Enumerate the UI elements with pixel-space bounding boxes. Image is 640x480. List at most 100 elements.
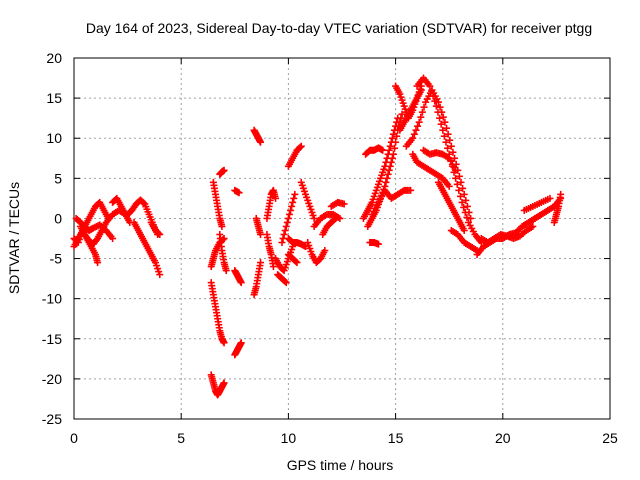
data-point xyxy=(281,226,289,234)
data-point xyxy=(444,144,452,152)
data-point xyxy=(383,174,391,182)
data-point xyxy=(310,214,318,222)
data-point xyxy=(222,267,230,275)
data-point xyxy=(437,120,445,128)
data-point xyxy=(220,379,228,387)
data-point xyxy=(452,166,460,174)
data-point xyxy=(462,196,470,204)
data-point xyxy=(529,222,537,230)
data-point xyxy=(332,214,340,222)
data-point xyxy=(283,218,291,226)
data-point xyxy=(445,182,453,190)
data-point xyxy=(291,190,299,198)
y-tick-label: 10 xyxy=(46,130,62,146)
data-point xyxy=(302,243,310,251)
data-point xyxy=(297,142,305,150)
data-point xyxy=(257,138,265,146)
y-tick-label: -15 xyxy=(42,331,62,347)
data-point xyxy=(257,230,265,238)
data-point xyxy=(442,138,450,146)
data-point xyxy=(439,126,447,134)
data-point xyxy=(237,339,245,347)
data-point xyxy=(296,143,304,151)
data-point xyxy=(432,102,440,110)
axis-ticks: 0 5 10 15 20 25 -25 -20 -15 -10 -5 0 5 10 15 20 xyxy=(42,50,618,446)
y-tick-label: 15 xyxy=(46,90,62,106)
data-point xyxy=(434,108,442,116)
data-point xyxy=(94,259,102,267)
y-tick-label: 20 xyxy=(46,50,62,66)
data-point xyxy=(321,247,329,255)
data-point xyxy=(461,208,469,216)
x-tick-label: 20 xyxy=(495,430,511,446)
data-point xyxy=(447,142,455,150)
data-point xyxy=(409,134,417,142)
data-point xyxy=(417,86,425,94)
plot-frame xyxy=(73,57,611,420)
data-point xyxy=(285,210,293,218)
data-point xyxy=(463,202,471,210)
data-point xyxy=(156,271,164,279)
data-point xyxy=(290,194,298,202)
data-point xyxy=(452,174,460,182)
data-point xyxy=(429,92,437,100)
data-point xyxy=(446,136,454,144)
data-point xyxy=(453,180,461,188)
data-point xyxy=(393,132,401,140)
data-point xyxy=(287,206,295,214)
data-point xyxy=(237,279,245,287)
data-point xyxy=(289,198,297,206)
data-point xyxy=(385,146,393,154)
data-point xyxy=(391,144,399,152)
data-point xyxy=(428,87,436,95)
data-point xyxy=(414,122,422,130)
y-tick-label: 0 xyxy=(54,210,62,226)
data-point xyxy=(546,194,554,202)
x-tick-label: 0 xyxy=(70,430,78,446)
data-point xyxy=(436,103,444,111)
x-tick-label: 25 xyxy=(602,430,618,446)
data-point xyxy=(379,146,387,154)
data-point xyxy=(155,229,163,237)
data-point xyxy=(449,148,457,156)
data-point xyxy=(386,142,394,150)
data-point xyxy=(441,118,449,126)
data-point xyxy=(282,279,290,287)
data-point xyxy=(439,113,447,121)
data-point xyxy=(280,230,288,238)
data-point xyxy=(220,166,228,174)
data-point xyxy=(456,192,464,200)
data-point xyxy=(398,110,406,118)
data-point xyxy=(292,258,300,266)
y-tick-label: -10 xyxy=(42,291,62,307)
data-point xyxy=(458,198,466,206)
data-point xyxy=(387,158,395,166)
data-point xyxy=(388,134,396,142)
data-point xyxy=(384,170,392,178)
data-point xyxy=(392,138,400,146)
data-point xyxy=(235,189,243,197)
data-point xyxy=(440,132,448,140)
x-axis-label: GPS time / hours xyxy=(287,457,394,473)
x-tick-label: 10 xyxy=(281,430,297,446)
data-point xyxy=(410,130,418,138)
data-point xyxy=(156,230,164,238)
data-point xyxy=(431,97,439,105)
data-point xyxy=(382,178,390,186)
data-point xyxy=(389,150,397,158)
data-point xyxy=(459,184,467,192)
data-point xyxy=(281,278,289,286)
y-tick-label: -5 xyxy=(50,251,63,267)
data-point xyxy=(417,113,425,121)
y-tick-label: 5 xyxy=(54,170,62,186)
data-point xyxy=(257,259,265,267)
data-points xyxy=(70,74,565,399)
data-point xyxy=(218,222,226,230)
data-point xyxy=(436,114,444,122)
data-point xyxy=(109,235,117,242)
data-point xyxy=(374,240,382,248)
data-point xyxy=(140,199,148,207)
data-point xyxy=(293,259,301,267)
y-axis-label: SDTVAR / TECUs xyxy=(6,182,22,294)
